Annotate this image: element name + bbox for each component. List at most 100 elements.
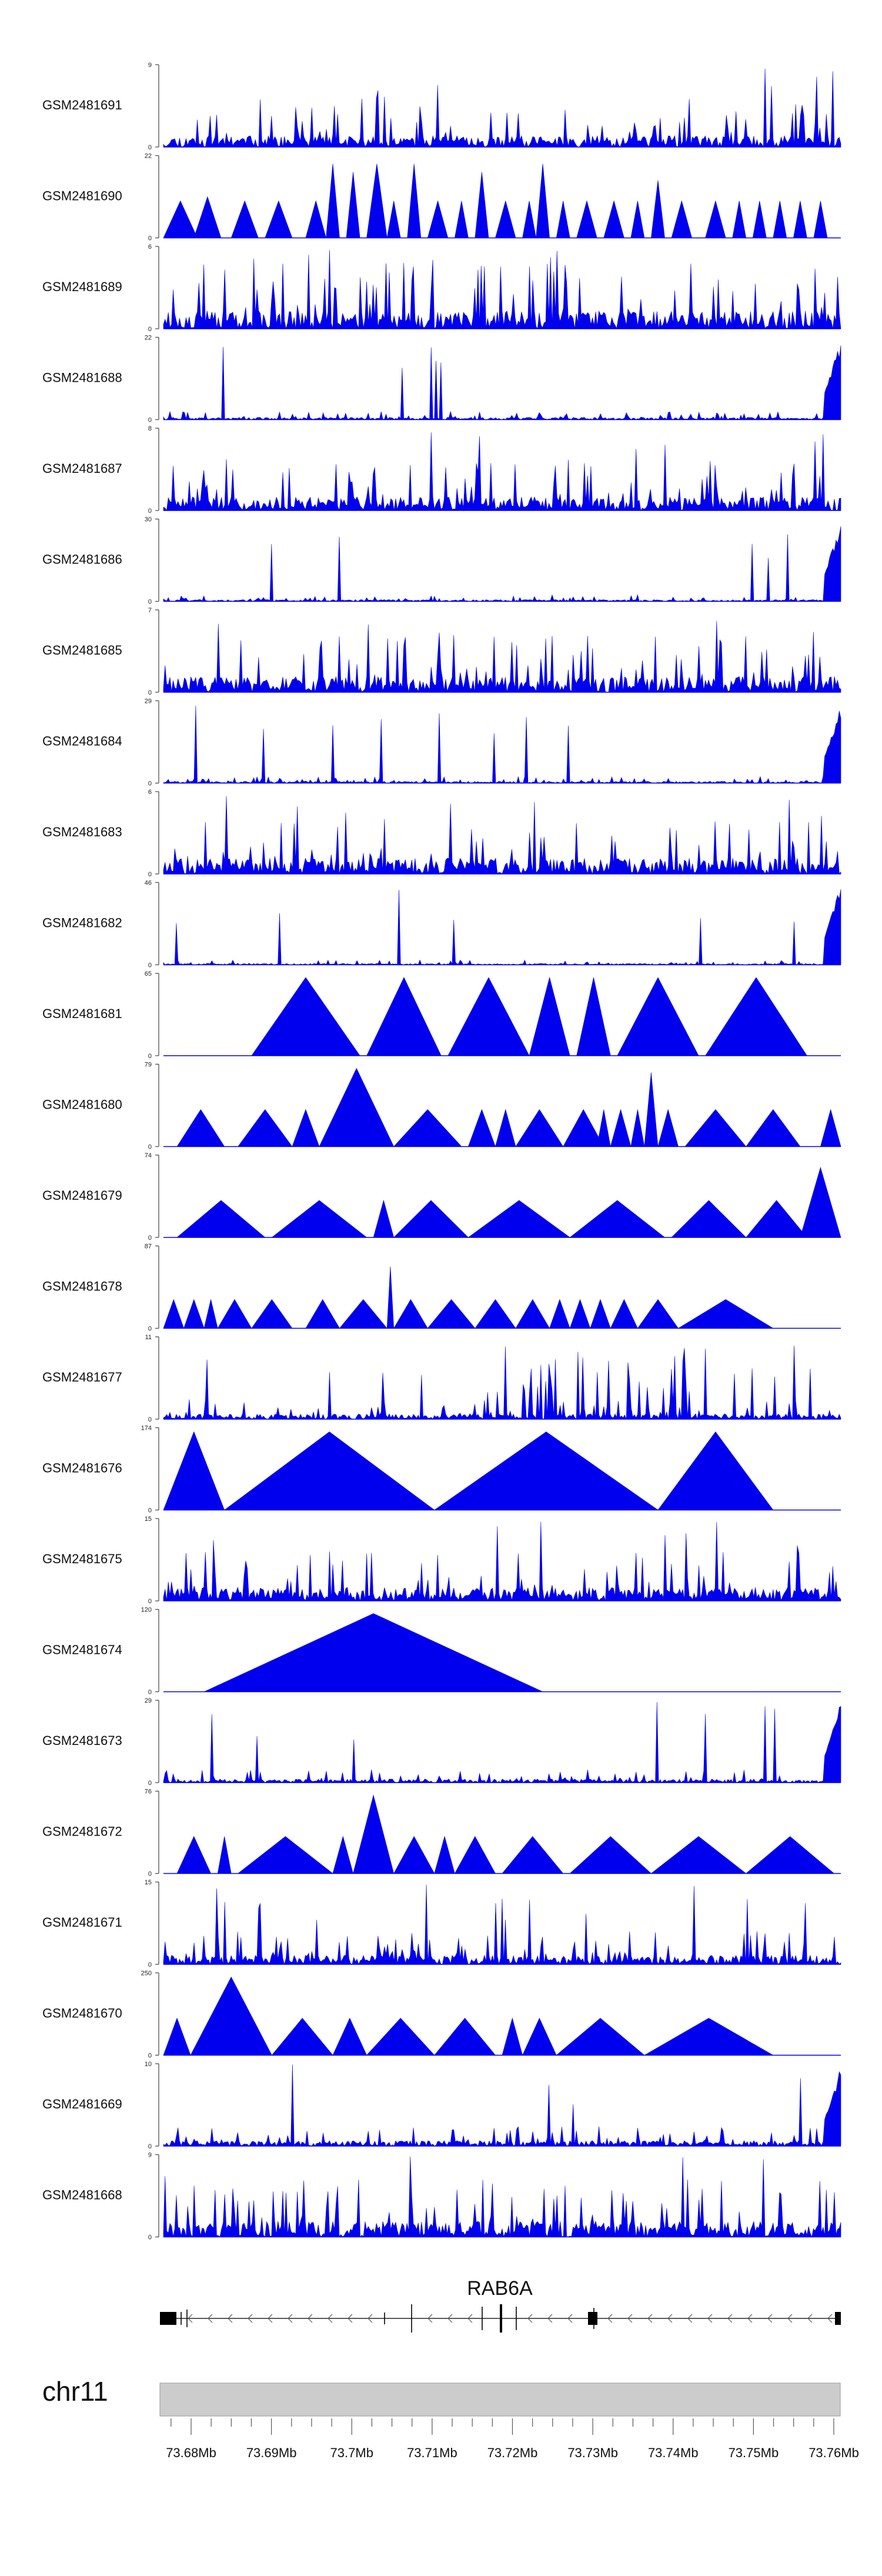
y-min-label: 0	[148, 417, 152, 424]
track-label: GSM2481668	[42, 2188, 122, 2203]
track-GSM2481684: GSM2481684 29 0	[42, 698, 841, 788]
track-GSM2481677: GSM2481677 11 0	[42, 1334, 841, 1423]
y-max-label: 174	[141, 1425, 152, 1432]
track-label: GSM2481688	[42, 371, 122, 385]
coverage-area	[176, 1166, 841, 1238]
y-max-label: 10	[145, 2061, 152, 2068]
axis-tick-label: 73.76Mb	[808, 2445, 859, 2460]
coverage-area	[163, 620, 841, 693]
y-max-label: 30	[145, 516, 152, 523]
y-min-label: 0	[148, 1507, 152, 1514]
coverage-area	[163, 345, 841, 421]
y-min-label: 0	[148, 1416, 152, 1423]
track-GSM2481688: GSM2481688 22 0	[42, 335, 841, 424]
coverage-area	[163, 1976, 774, 2056]
track-GSM2481675: GSM2481675 15 0	[42, 1516, 841, 1605]
strand-arrow	[348, 2314, 353, 2323]
track-GSM2481689: GSM2481689 6 0	[42, 243, 841, 333]
y-max-label: 29	[145, 1697, 152, 1704]
y-min-label: 0	[148, 1871, 152, 1878]
axis-tick-label: 73.72Mb	[487, 2445, 538, 2460]
track-label: GSM2481672	[42, 1824, 122, 1839]
strand-arrow	[248, 2314, 253, 2323]
y-min-label: 0	[148, 144, 152, 151]
coverage-area	[163, 2064, 841, 2147]
strand-arrow	[328, 2314, 333, 2323]
y-max-label: 79	[145, 1062, 152, 1069]
gene-label: RAB6A	[467, 2277, 533, 2300]
y-max-label: 29	[145, 698, 152, 705]
y-min-label: 0	[148, 871, 152, 878]
axis-tick-label: 73.7Mb	[330, 2445, 373, 2460]
track-label: GSM2481684	[42, 734, 122, 749]
y-max-label: 76	[145, 1788, 152, 1796]
y-max-label: 8	[148, 425, 152, 432]
axis-tick-label: 73.73Mb	[567, 2445, 618, 2460]
strand-arrow	[807, 2314, 813, 2323]
strand-arrow	[467, 2314, 473, 2323]
track-label: GSM2481682	[42, 916, 122, 930]
track-label: GSM2481685	[42, 643, 122, 658]
y-max-label: 6	[148, 243, 152, 251]
gene-exon	[835, 2312, 841, 2325]
coverage-area	[163, 163, 828, 238]
y-min-label: 0	[148, 1689, 152, 1696]
track-label: GSM2481678	[42, 1279, 122, 1294]
track-label: GSM2481674	[42, 1643, 122, 1657]
y-max-label: 22	[145, 153, 152, 160]
y-max-label: 65	[145, 970, 152, 977]
track-GSM2481670: GSM2481670 250 0	[42, 1970, 841, 2060]
strand-arrow	[208, 2314, 213, 2323]
coverage-tracks: GSM248169190GSM2481690220GSM248168960GSM…	[42, 62, 841, 2241]
coverage-area	[163, 526, 841, 602]
track-GSM2481683: GSM2481683 6 0	[42, 789, 841, 878]
track-label: GSM2481671	[42, 1915, 122, 1930]
coverage-area	[163, 432, 841, 511]
y-max-label: 15	[145, 1879, 152, 1886]
chromosome-label: chr11	[42, 2376, 108, 2407]
axis-ticks: 73.68Mb 73.69Mb 73.7Mb 73.71Mb 73.72Mb 73.73M…	[166, 2418, 859, 2460]
y-max-label: 22	[145, 335, 152, 342]
y-max-label: 15	[145, 1516, 152, 1523]
track-label: GSM2481691	[42, 98, 122, 112]
strand-arrow	[188, 2314, 193, 2323]
coverage-area	[251, 976, 807, 1056]
gene-exon	[588, 2312, 597, 2325]
track-label: GSM2481670	[42, 2006, 122, 2021]
y-min-label: 0	[148, 235, 152, 242]
track-GSM2481672: GSM2481672 76 0	[42, 1788, 841, 1878]
strand-arrow	[707, 2314, 713, 2323]
y-min-label: 0	[148, 1961, 152, 1968]
track-label: GSM2481675	[42, 1551, 122, 1566]
track-label: GSM2481683	[42, 825, 122, 839]
y-min-label: 0	[148, 1144, 152, 1151]
y-max-label: 46	[145, 880, 152, 887]
coverage-area	[163, 1701, 841, 1783]
coverage-area	[163, 250, 841, 329]
y-max-label: 9	[148, 2152, 152, 2159]
track-label: GSM2481690	[42, 189, 122, 203]
track-GSM2481690: GSM2481690 22 0	[42, 153, 841, 242]
track-label: GSM2481687	[42, 461, 122, 476]
y-max-label: 74	[145, 1152, 152, 1159]
axis-tick-label: 73.75Mb	[729, 2445, 779, 2460]
y-max-label: 7	[148, 607, 152, 614]
strand-arrow	[527, 2314, 533, 2323]
y-min-label: 0	[148, 1780, 152, 1787]
gene-exon	[160, 2312, 176, 2325]
coverage-area	[163, 1431, 774, 1510]
strand-arrow	[767, 2314, 773, 2323]
y-max-label: 9	[148, 62, 152, 69]
coverage-area	[163, 1521, 841, 1601]
track-GSM2481674: GSM2481674 120 0	[42, 1607, 841, 1696]
coverage-area	[163, 705, 841, 784]
track-GSM2481678: GSM2481678 87 0	[42, 1243, 841, 1333]
coverage-area	[203, 1613, 543, 1692]
track-GSM2481668: GSM2481668 9 0	[42, 2152, 841, 2241]
y-min-label: 0	[148, 2053, 152, 2060]
y-min-label: 0	[148, 1598, 152, 1605]
track-GSM2481682: GSM2481682 46 0	[42, 880, 841, 969]
track-label: GSM2481686	[42, 552, 122, 567]
y-max-label: 87	[145, 1243, 152, 1250]
coverage-area	[163, 68, 841, 148]
